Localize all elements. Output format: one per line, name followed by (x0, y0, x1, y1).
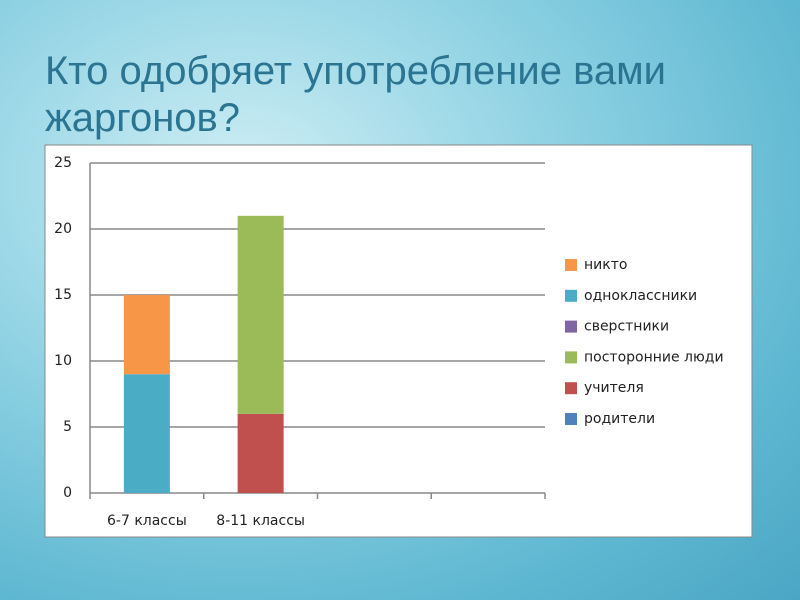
legend-swatch (565, 413, 577, 425)
y-tick-label: 25 (54, 155, 72, 171)
legend-label: родители (584, 411, 655, 427)
y-tick-label: 15 (54, 287, 72, 303)
legend-swatch (565, 351, 577, 364)
legend-label: учителя (584, 380, 644, 396)
legend-label: посторонние люди (584, 349, 724, 365)
bar-segment (123, 374, 170, 493)
x-tick-label: 8-11 классы (216, 513, 305, 529)
legend-label: никто (584, 257, 627, 273)
y-tick-label: 20 (54, 221, 72, 237)
y-tick-label: 10 (54, 353, 72, 369)
y-tick-label: 5 (63, 419, 72, 435)
x-tick-label: 6-7 классы (107, 513, 187, 529)
legend-swatch (565, 320, 577, 333)
y-tick-label: 0 (63, 485, 72, 501)
legend-swatch (565, 259, 577, 271)
bar-segment (123, 295, 170, 375)
bar-segment (237, 413, 284, 493)
legend-swatch (565, 289, 577, 302)
legend-label: одноклассники (584, 288, 697, 304)
legend-label: сверстники (584, 319, 669, 335)
legend-swatch (565, 382, 577, 395)
bar-segment (237, 215, 284, 414)
slide-title: Кто одобряет употребление вами жаргонов? (45, 49, 666, 140)
